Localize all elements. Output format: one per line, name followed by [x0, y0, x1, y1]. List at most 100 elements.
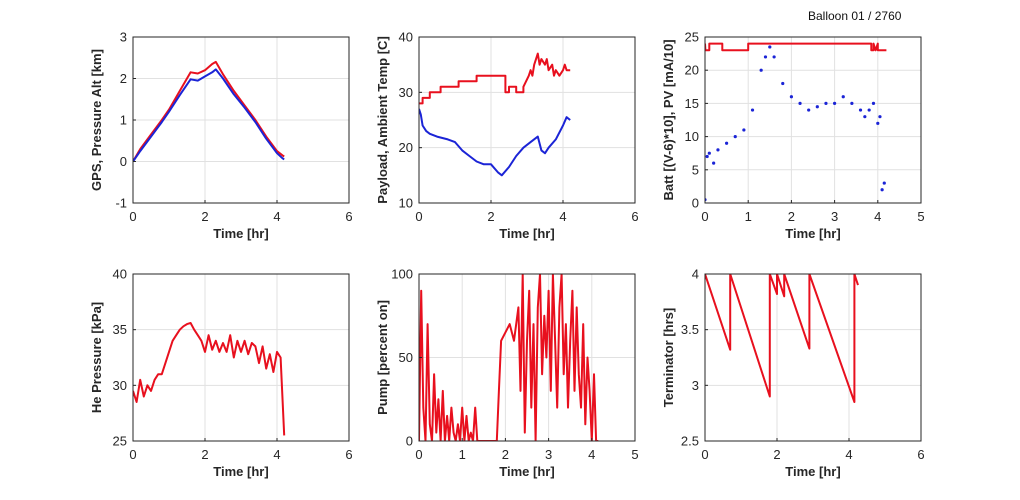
data-point — [725, 141, 729, 145]
series-0-line — [705, 274, 859, 403]
y-tick-label: 25 — [685, 30, 699, 45]
x-tick-label: 0 — [415, 209, 422, 224]
y-tick-label: 20 — [399, 140, 413, 155]
x-tick-label: 2 — [788, 209, 795, 224]
y-axis-label: GPS, Pressure Alt [km] — [89, 49, 104, 191]
x-tick-label: 4 — [845, 447, 852, 462]
figure-title: Balloon 01 / 2760 — [808, 9, 902, 23]
data-point — [707, 151, 711, 155]
x-tick-label: 5 — [631, 447, 638, 462]
y-tick-label: 10 — [685, 129, 699, 144]
x-tick-label: 2 — [201, 447, 208, 462]
subplot-he: 0 2 4 6 25 30 35 40 Time [hr] He Pressure [kPa] — [89, 267, 353, 480]
y-tick-label: -1 — [115, 196, 127, 211]
series-0-line — [419, 274, 599, 441]
data-point — [733, 135, 737, 139]
y-tick-label: 30 — [113, 378, 127, 393]
data-point — [858, 108, 863, 112]
y-tick-label: 25 — [113, 434, 127, 449]
series-1-line — [133, 68, 285, 163]
axes-frame — [704, 36, 922, 204]
data-point — [867, 108, 871, 112]
x-tick-label: 2 — [201, 209, 208, 224]
subplot-temp: 0 2 4 6 10 20 30 40 Time [hr] Payload, Ambient Te… — [375, 30, 639, 242]
y-axis-label: Pump [percent on] — [375, 300, 390, 415]
x-tick-label: 2 — [502, 447, 509, 462]
x-tick-label: 4 — [588, 447, 595, 462]
y-tick-label: 100 — [391, 267, 413, 282]
subplot-term: 0 2 4 6 2.5 3 3.5 4 Time [hr] Terminator [hrs] — [661, 267, 925, 480]
x-axis-label: Time [hr] — [213, 464, 268, 479]
x-tick-label: 2 — [487, 209, 494, 224]
x-tick-label: 1 — [459, 447, 466, 462]
y-tick-label: 3 — [692, 378, 699, 393]
y-axis-label: Batt [(V-6)*10], PV [mA/10] — [661, 39, 676, 200]
y-tick-label: 20 — [685, 63, 699, 78]
data-point — [705, 154, 709, 159]
series-0-line — [419, 52, 571, 105]
y-axis-label: Terminator [hrs] — [661, 308, 676, 407]
y-tick-label: 1 — [120, 113, 127, 128]
x-tick-label: 0 — [415, 447, 422, 462]
x-tick-label: 6 — [345, 209, 352, 224]
axes-frame — [418, 36, 636, 204]
y-tick-label: 5 — [692, 162, 699, 177]
data-point — [750, 108, 755, 112]
y-tick-label: 30 — [399, 85, 413, 100]
plot-area — [419, 37, 635, 203]
x-tick-label: 0 — [129, 209, 136, 224]
x-tick-label: 6 — [345, 447, 352, 462]
y-tick-label: 2 — [120, 71, 127, 86]
series-0-line — [133, 60, 285, 163]
x-tick-label: 4 — [273, 447, 280, 462]
series-1-points — [705, 45, 886, 202]
plot-area — [705, 274, 921, 441]
x-tick-label: 4 — [559, 209, 566, 224]
y-axis-label: He Pressure [kPa] — [89, 302, 104, 413]
axes-frame — [704, 273, 922, 442]
data-point — [798, 101, 802, 105]
x-tick-label: 3 — [831, 209, 838, 224]
data-point — [759, 68, 763, 72]
data-point — [850, 101, 854, 105]
series-0-line — [705, 42, 887, 52]
series-1-line — [419, 108, 571, 177]
data-point — [880, 188, 884, 192]
data-point — [833, 101, 837, 105]
data-point — [863, 115, 867, 119]
x-tick-label: 4 — [273, 209, 280, 224]
y-tick-label: 2.5 — [681, 434, 699, 449]
y-tick-label: 0 — [406, 434, 413, 449]
plot-area — [133, 274, 349, 441]
data-point — [876, 121, 880, 125]
y-tick-label: 4 — [692, 267, 699, 282]
data-point — [815, 105, 819, 109]
x-axis-label: Time [hr] — [499, 226, 554, 241]
x-axis-label: Time [hr] — [499, 464, 554, 479]
y-tick-label: 3 — [120, 30, 127, 45]
x-tick-label: 5 — [917, 209, 924, 224]
data-point — [763, 55, 768, 59]
data-point — [841, 95, 845, 99]
x-tick-label: 2 — [773, 447, 780, 462]
data-point — [772, 55, 776, 59]
x-tick-label: 4 — [874, 209, 881, 224]
data-point — [716, 148, 720, 152]
x-tick-label: 1 — [745, 209, 752, 224]
y-tick-label: 3.5 — [681, 322, 699, 337]
y-axis-label: Payload, Ambient Temp [C] — [375, 36, 390, 204]
x-tick-label: 3 — [545, 447, 552, 462]
y-tick-label: 35 — [113, 322, 127, 337]
data-point — [742, 128, 746, 132]
y-tick-label: 15 — [685, 96, 699, 111]
data-point — [882, 181, 886, 185]
data-point — [768, 45, 772, 49]
x-axis-label: Time [hr] — [785, 226, 840, 241]
x-tick-label: 0 — [701, 209, 708, 224]
x-tick-label: 6 — [917, 447, 924, 462]
series-0-line — [133, 322, 286, 436]
x-tick-label: 0 — [701, 447, 708, 462]
